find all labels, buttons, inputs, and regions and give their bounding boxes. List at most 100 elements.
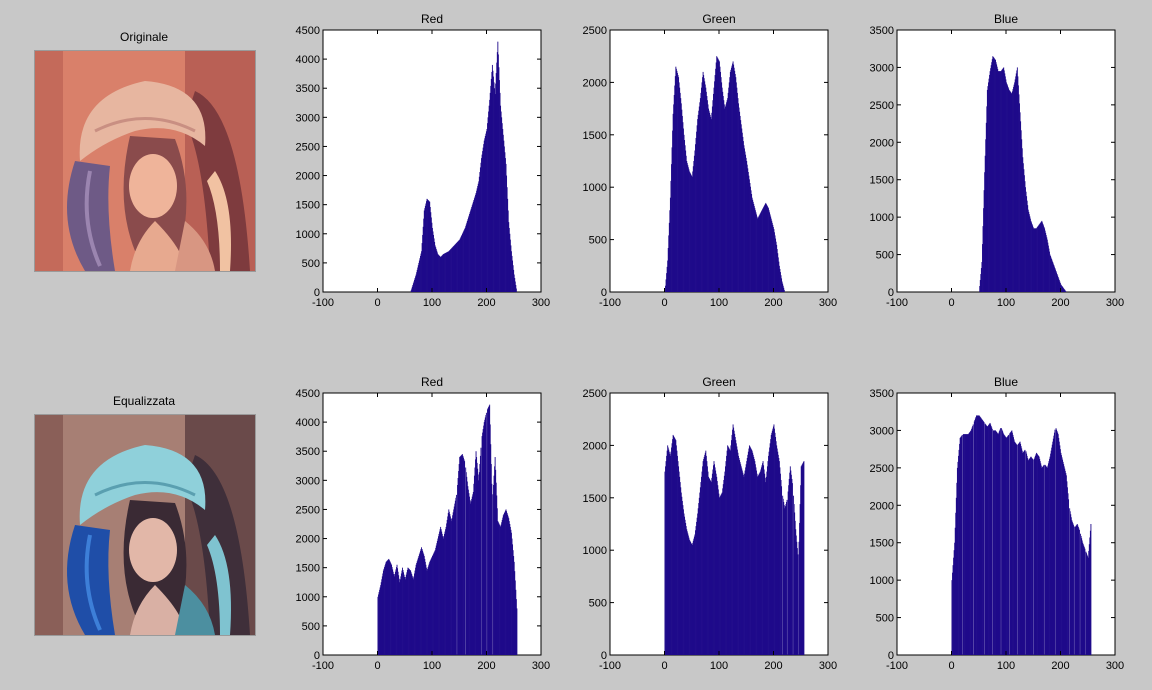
histogram-bar-1 [692, 171, 694, 292]
histogram-bar-2 [1028, 214, 1030, 292]
histogram-bar-3 [485, 415, 487, 655]
histogram-bar-3 [406, 572, 408, 655]
histogram-bar-1 [735, 77, 737, 292]
y-tick-label-4: 500 [589, 598, 607, 610]
histogram-bar-2 [1036, 227, 1038, 292]
histogram-bar-3 [406, 569, 408, 655]
histogram-bar-3 [417, 559, 419, 655]
histogram-bar-2 [1063, 289, 1065, 292]
histogram-bar-1 [666, 266, 668, 292]
histogram-bar-5 [1071, 520, 1073, 655]
histogram-bar-5 [1083, 547, 1085, 655]
histogram-bar-4 [664, 471, 666, 655]
y-tick-label-1: 0 [601, 287, 607, 299]
histogram-bar-4 [768, 451, 770, 655]
y-tick-label-3: 500 [302, 621, 320, 633]
histogram-bar-0 [461, 234, 463, 292]
histogram-bar-5 [966, 434, 968, 655]
histogram-bar-1 [764, 203, 766, 292]
histogram-bar-1 [708, 110, 710, 292]
histogram-bar-5 [1006, 437, 1007, 655]
histogram-bar-3 [424, 558, 426, 655]
histogram-bar-0 [449, 249, 451, 292]
histogram-bar-1 [776, 244, 778, 292]
histogram-bar-4 [683, 509, 684, 655]
histogram-bar-5 [974, 419, 976, 655]
histogram-bar-4 [734, 437, 736, 655]
histogram-bar-4 [738, 455, 739, 655]
histogram-bar-0 [501, 117, 503, 292]
histogram-bar-1 [665, 285, 666, 292]
histogram-bar-2 [1016, 70, 1018, 293]
histogram-bar-5 [1020, 443, 1022, 655]
histogram-bar-5 [969, 431, 971, 655]
histogram-bar-4 [727, 445, 729, 655]
histogram-bar-4 [779, 467, 781, 655]
histogram-bar-0 [483, 144, 485, 292]
histogram-bar-2 [1040, 221, 1042, 292]
histogram-bar-1 [711, 112, 713, 293]
histogram-bar-1 [701, 87, 702, 292]
histogram-bar-0 [481, 158, 482, 292]
histogram-bar-0 [455, 243, 457, 292]
histogram-bar-2 [1026, 200, 1028, 292]
histogram-bar-2 [1031, 222, 1032, 292]
histogram-bar-5 [998, 432, 1000, 655]
histogram-bar-5 [1086, 554, 1088, 655]
histogram-bar-4 [691, 544, 693, 655]
histogram-bar-1 [751, 194, 753, 292]
histogram-bar-5 [988, 425, 989, 655]
histogram-bar-2 [1062, 286, 1064, 292]
histogram-bar-5 [1015, 443, 1017, 655]
histogram-bar-2 [1054, 268, 1056, 292]
histogram-bar-3 [453, 506, 455, 655]
histogram-bar-1 [728, 82, 730, 293]
histogram-bar-5 [1031, 457, 1032, 655]
histogram-bar-3 [379, 589, 381, 655]
histogram-bar-2 [1059, 283, 1061, 292]
histogram-bar-0 [493, 82, 495, 293]
histogram-bar-5 [1058, 437, 1060, 655]
histogram-bar-2 [1002, 68, 1004, 292]
histogram-bar-1 [677, 72, 678, 292]
histogram-bar-0 [471, 206, 473, 292]
histogram-bar-0 [477, 186, 479, 292]
histogram-bar-0 [437, 254, 439, 292]
histogram-bar-1 [750, 190, 752, 292]
histogram-bar-1 [726, 100, 728, 292]
histogram-bar-2 [1050, 256, 1052, 292]
histogram-bar-2 [991, 62, 993, 293]
histogram-bar-1 [681, 109, 683, 292]
histogram-bar-5 [1049, 458, 1050, 655]
x-tick-label-5: 300 [1106, 660, 1124, 672]
histogram-bar-4 [749, 446, 751, 655]
histogram-bar-3 [398, 575, 400, 655]
histogram-bar-1 [680, 103, 682, 292]
histogram-bar-2 [1035, 228, 1037, 292]
histogram-bar-4 [774, 428, 775, 655]
histogram-bar-5 [1053, 432, 1055, 655]
histogram-bar-5 [1010, 431, 1012, 655]
histogram-bar-4 [745, 464, 747, 655]
y-tick-label-4: 2000 [583, 440, 607, 452]
histogram-bar-1 [742, 141, 744, 292]
histogram-bar-5 [1003, 434, 1005, 655]
histogram-bar-4 [769, 447, 771, 655]
histogram-bar-4 [723, 479, 725, 655]
histogram-bar-5 [1081, 538, 1083, 655]
histogram-bar-1 [695, 144, 696, 292]
histogram-bar-0 [445, 252, 446, 292]
histogram-bar-3 [414, 573, 415, 655]
histogram-bar-2 [1021, 139, 1023, 292]
histogram-bar-2 [1025, 187, 1026, 292]
histogram-bar-0 [462, 232, 464, 292]
histogram-bar-4 [693, 536, 695, 655]
histogram-bar-5 [957, 461, 959, 655]
histogram-bar-1 [769, 214, 771, 292]
histogram-bar-3 [501, 522, 503, 655]
histogram-bar-2 [1027, 205, 1029, 292]
histogram-bar-4 [729, 449, 731, 655]
histogram-bar-2 [1023, 169, 1025, 292]
histogram-bar-1 [722, 91, 724, 292]
histogram-bar-4 [756, 473, 758, 655]
